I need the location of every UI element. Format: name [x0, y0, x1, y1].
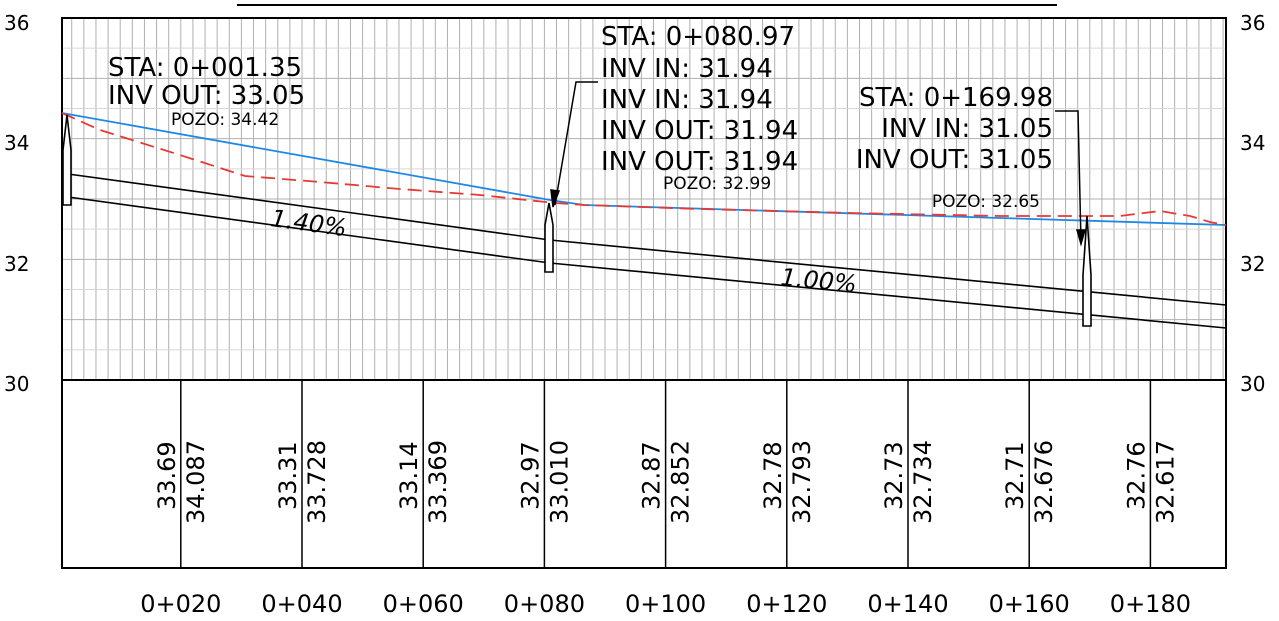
slope-label-1: 1.40%	[269, 204, 348, 242]
band-existing-value: 32.97	[516, 441, 544, 510]
callout-3-line-1: STA: 0+169.98	[859, 83, 1053, 113]
band-existing-value: 32.87	[638, 441, 666, 510]
band-existing-value: 32.73	[880, 441, 908, 510]
profile-grid	[62, 18, 1226, 380]
station-label: 0+180	[1110, 590, 1191, 618]
station-label: 0+060	[383, 590, 464, 618]
callout-1-line-1: STA: 0+001.35	[108, 53, 302, 83]
station-label: 0+160	[989, 590, 1070, 618]
leader-arrow-3	[1076, 229, 1086, 247]
y-label-left-34: 34	[4, 131, 29, 155]
band-design-value: 32.676	[1030, 440, 1058, 524]
callout-1-pozo: POZO: 34.42	[171, 110, 279, 130]
band-existing-value: 33.69	[153, 441, 181, 510]
callout-2-line-1: STA: 0+080.97	[601, 22, 795, 52]
callout-manhole-3: STA: 0+169.98 INV IN: 31.05 INV OUT: 31.…	[856, 83, 1053, 212]
station-label: 0+100	[625, 590, 706, 618]
y-label-left-32: 32	[4, 252, 29, 276]
y-label-right-36: 36	[1240, 11, 1265, 35]
band-design-value: 33.728	[303, 440, 331, 524]
callout-3-pozo: POZO: 32.65	[932, 192, 1040, 212]
band-design-value: 32.734	[909, 440, 937, 524]
y-label-right-32: 32	[1240, 252, 1265, 276]
existing-ground-line	[61, 112, 1227, 226]
leader-manhole-3	[1055, 110, 1082, 244]
band-design-value: 33.369	[424, 440, 452, 524]
band-design-value: 32.793	[788, 440, 816, 524]
band-existing-value: 32.71	[1001, 441, 1029, 510]
manhole-2	[544, 202, 554, 273]
band-existing-value: 32.76	[1122, 441, 1150, 510]
pipe-crown-1	[67, 173, 551, 241]
leader-arrow-2	[550, 189, 561, 208]
callout-2-line-3: INV IN: 31.94	[601, 85, 773, 115]
y-label-left-36: 36	[4, 11, 29, 35]
y-label-left-30: 30	[4, 372, 29, 396]
callout-2-line-5: INV OUT: 31.94	[601, 147, 798, 177]
slope-label-2: 1.00%	[779, 263, 858, 298]
band-design-value: 32.852	[667, 440, 695, 524]
band-design-value: 34.087	[182, 440, 210, 524]
y-label-right-34: 34	[1240, 131, 1265, 155]
callout-2-line-2: INV IN: 31.94	[601, 54, 773, 84]
callout-3-line-2: INV IN: 31.05	[881, 114, 1053, 144]
callout-manhole-1: STA: 0+001.35 INV OUT: 33.05 POZO: 34.42	[108, 53, 305, 130]
station-labels: 0+020 0+040 0+060 0+080 0+100 0+120 0+140 0+160…	[140, 590, 1191, 618]
manhole-3	[1082, 215, 1092, 327]
y-label-right-30: 30	[1240, 372, 1265, 396]
manhole-structures	[62, 114, 1092, 327]
band-values: 33.69 34.087 33.31 33.728 33.14 33.369 32.97 33…	[153, 440, 1180, 524]
callout-1-line-2: INV OUT: 33.05	[108, 81, 305, 111]
pipe-lines	[67, 173, 1227, 329]
station-label: 0+080	[504, 590, 585, 618]
band-dividers	[180, 380, 1152, 568]
data-band-frame	[61, 379, 1227, 569]
station-label: 0+040	[261, 590, 342, 618]
pipe-invert-1	[67, 196, 551, 264]
callout-manhole-2: STA: 0+080.97 INV IN: 31.94 INV IN: 31.9…	[601, 22, 798, 194]
leader-manhole-2	[554, 81, 598, 206]
pipe-crown-2	[549, 239, 1227, 306]
pipe-invert-2	[549, 262, 1227, 329]
callout-2-line-4: INV OUT: 31.94	[601, 116, 798, 146]
data-band: 33.69 34.087 33.31 33.728 33.14 33.369 32.97 33…	[61, 379, 1227, 569]
y-axis-left: 36 34 32 30	[4, 11, 29, 396]
callout-leaders	[550, 81, 1086, 247]
band-existing-value: 33.31	[274, 441, 302, 510]
y-axis-right: 36 34 32 30	[1240, 11, 1265, 396]
manhole-1	[62, 114, 72, 206]
station-label: 0+120	[746, 590, 827, 618]
callout-3-line-3: INV OUT: 31.05	[856, 145, 1053, 175]
station-label: 0+140	[867, 590, 948, 618]
band-existing-value: 33.14	[395, 441, 423, 510]
callout-2-pozo: POZO: 32.99	[663, 174, 771, 194]
band-design-value: 32.617	[1151, 440, 1179, 524]
station-label: 0+020	[140, 590, 221, 618]
band-design-value: 33.010	[545, 440, 573, 524]
band-existing-value: 32.78	[759, 441, 787, 510]
